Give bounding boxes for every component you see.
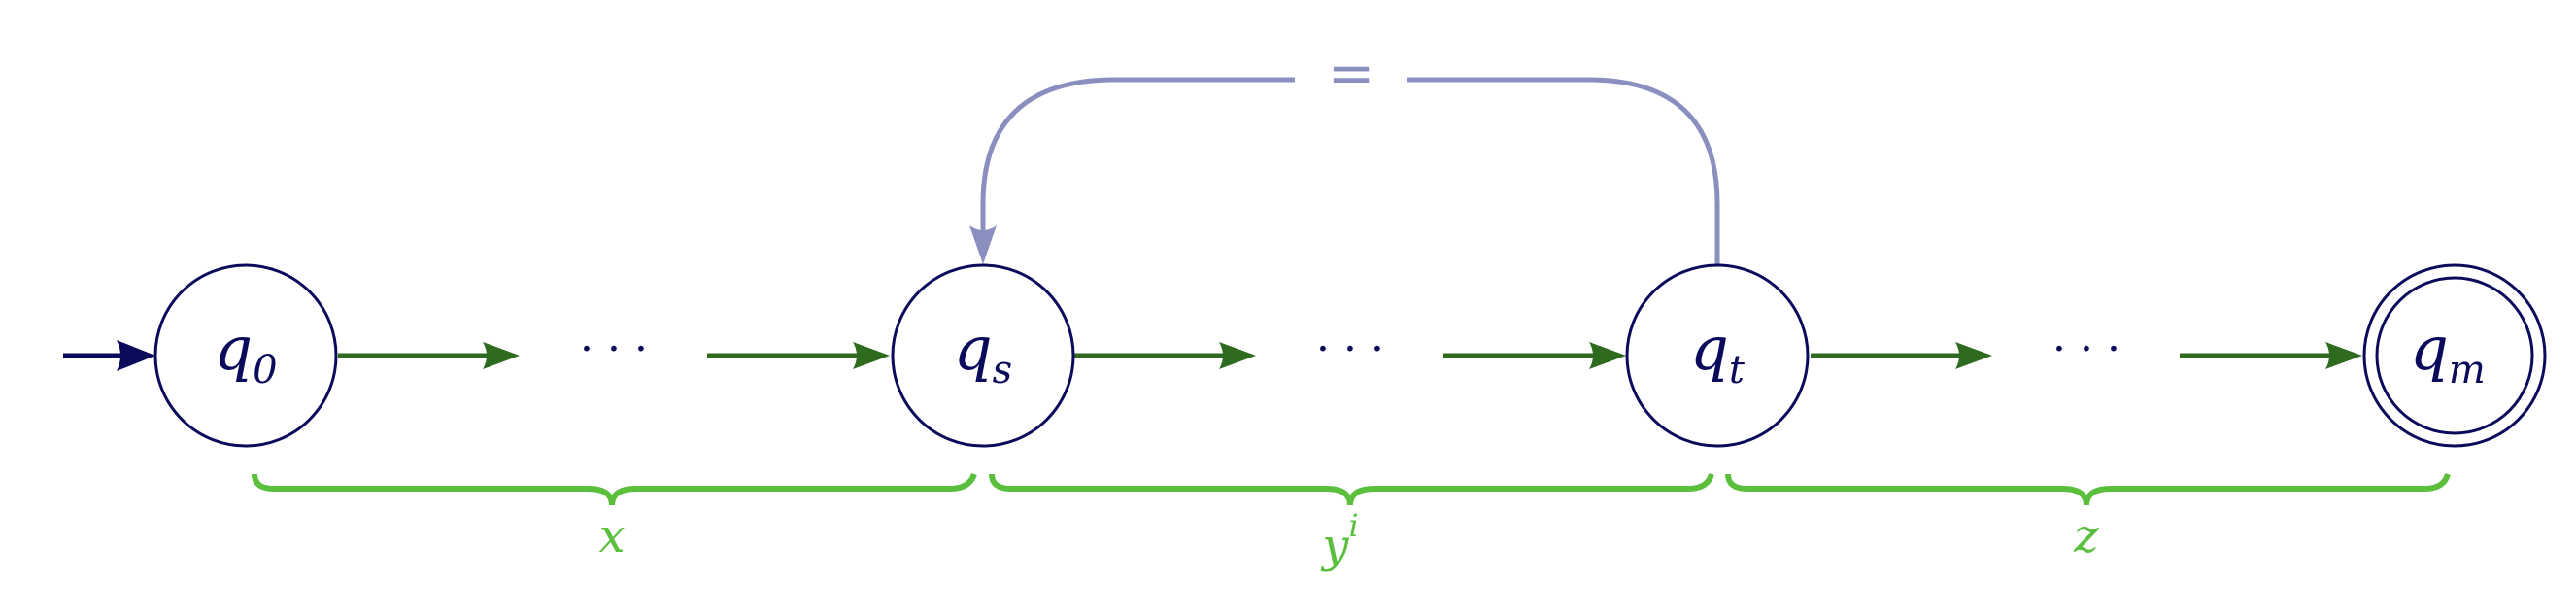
svg-text:qs: qs [954,313,1012,392]
loop-label: = [1328,40,1375,106]
state-qs: qs [891,263,1075,448]
brace-yi: yi [989,473,1714,573]
state-label-sub: 0 [253,348,277,392]
ellipsis: · · · [1316,324,1384,374]
brace-label-base: y [1320,519,1349,573]
state-label-sub: t [1729,348,1746,392]
transition-q0-qs: · · · [338,324,890,374]
svg-text:x: x [598,509,625,563]
svg-text:yi: yi [1320,507,1358,573]
brace-x: x [252,472,977,563]
brace-label-sup: i [1348,507,1358,544]
state-label-base: q [954,313,993,384]
state-qm: qm [2362,263,2547,448]
transition-qt-qm: · · · [1811,324,2362,374]
loop-arrow: = [969,40,1720,264]
svg-text:qt: qt [1690,313,1746,392]
state-label-base: q [1690,313,1729,384]
transition-qs-qt: · · · [1074,324,1626,374]
ellipsis: · · · [2052,324,2120,374]
brace-label-base: z [2073,509,2099,563]
svg-text:qm: qm [2410,313,2486,392]
svg-text:z: z [2073,509,2099,563]
state-label-sub: s [993,348,1013,392]
svg-text:q0: q0 [214,313,277,392]
state-q0: q0 [153,263,338,448]
state-label-base: q [2410,313,2449,384]
state-label-base: q [214,313,253,384]
state-label-sub: m [2449,348,2486,392]
initial-arrow [63,340,155,371]
brace-label-base: x [598,509,625,563]
brace-z: z [1725,473,2451,563]
state-qt: qt [1625,263,1810,448]
ellipsis: · · · [580,324,648,374]
